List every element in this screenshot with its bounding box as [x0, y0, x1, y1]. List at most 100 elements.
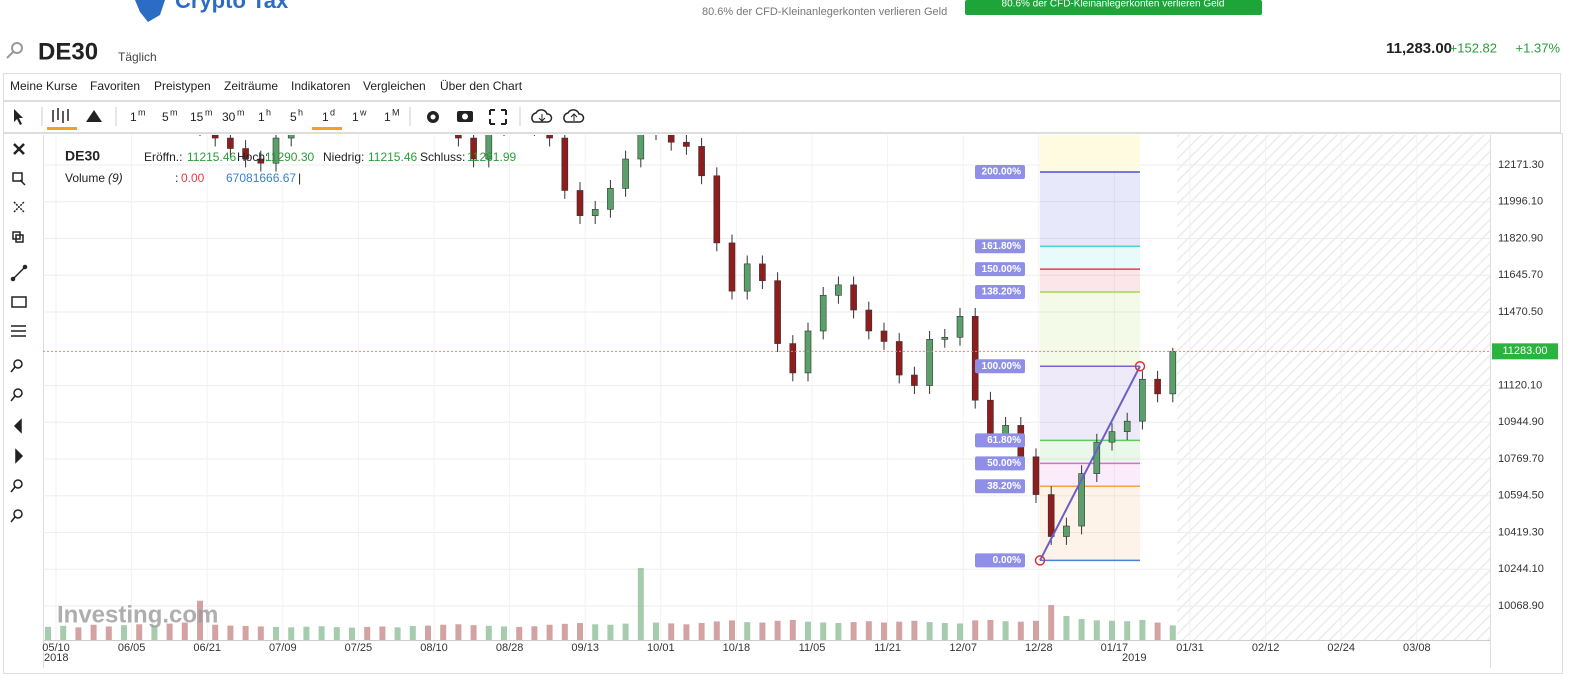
timeframe[interactable]: 5 [162, 110, 169, 124]
volume-bar [698, 622, 705, 640]
timeframe-unit[interactable]: d [330, 107, 335, 117]
volume-bar [561, 623, 568, 640]
timeframe[interactable]: 1 [130, 110, 137, 124]
candle-body [1169, 351, 1177, 395]
menu-item[interactable]: Über den Chart [440, 79, 523, 93]
candle-body [835, 284, 842, 296]
symbol: DE30 [38, 38, 98, 65]
volume-bar [622, 623, 629, 640]
x-tick-label: 11/21 [874, 642, 901, 654]
volume-bar [972, 620, 979, 640]
volume-bar [607, 624, 614, 640]
y-tick-label: 12171.30 [1498, 159, 1544, 171]
price: 11,283.00 [1386, 40, 1452, 57]
candle-body [91, 23, 97, 33]
candle-body [759, 263, 766, 281]
last-price-box [1492, 343, 1558, 360]
legend-symbol: DE30 [65, 148, 100, 164]
x-tick-label: 12/07 [949, 642, 977, 654]
timeframe-unit[interactable]: M [392, 107, 400, 117]
menu-item[interactable]: Meine Kurse [10, 79, 78, 93]
fib-label-box [975, 553, 1025, 568]
timeframe-unit[interactable]: m [205, 107, 213, 117]
volume-bar [227, 625, 234, 640]
fib-label-box [975, 285, 1025, 300]
candle-body [1123, 420, 1131, 432]
candle-body [455, 135, 462, 139]
legend-value: 11290.30 [265, 150, 314, 164]
y-tick-label: 11645.70 [1498, 269, 1543, 281]
candle-body [911, 374, 918, 386]
candle-body [804, 330, 812, 374]
candle-body [683, 141, 690, 147]
legend-value: 11215.46 [187, 150, 236, 164]
drawing-tools[interactable] [10, 143, 28, 523]
timeframe[interactable]: 5 [290, 110, 297, 124]
fib-label-box [975, 456, 1025, 471]
volume-bar [1002, 621, 1009, 640]
candle-body [287, 135, 295, 139]
x-tick-label: 05/10 [42, 642, 70, 654]
x-tick-label: 01/31 [1176, 642, 1204, 654]
timeframe[interactable]: 30 [222, 110, 236, 124]
volume-bar [1169, 625, 1176, 640]
volume-bar [333, 627, 340, 640]
volume-bar [455, 624, 462, 640]
candles [91, 23, 1177, 545]
legend-label: Schluss: [420, 150, 465, 164]
x-tick-label: 02/24 [1327, 642, 1355, 654]
risk-button-text[interactable]: 80.6% der CFD-Kleinanlegerkonten verlier… [1002, 0, 1225, 10]
x-tick-label: 10/01 [647, 642, 675, 654]
candle-body [211, 135, 219, 139]
timeframe[interactable]: 1 [322, 110, 329, 124]
volume-bar [729, 620, 735, 640]
timeframe-unit[interactable]: m [170, 107, 178, 117]
volume-bar [653, 622, 659, 640]
fib-band [1040, 172, 1140, 247]
candle-body [485, 135, 493, 160]
volume-bar [364, 626, 371, 640]
timeframe[interactable]: 1 [384, 110, 391, 124]
fib-label-box [975, 165, 1025, 180]
timeframe[interactable]: 1 [352, 110, 359, 124]
search-icon[interactable] [6, 42, 23, 59]
volume-bar [257, 626, 264, 640]
fib-trendline [1039, 365, 1141, 561]
fib-label-box [975, 359, 1025, 374]
timeframe-unit[interactable]: m [237, 107, 245, 117]
volume-bar [349, 627, 355, 640]
menu-item[interactable]: Favoriten [90, 79, 140, 93]
timeframe-unit[interactable]: m [138, 107, 146, 117]
volume-bar [926, 622, 933, 640]
fib-band [1040, 292, 1140, 367]
volume-bar [577, 622, 583, 640]
fib-handle[interactable] [1034, 555, 1046, 566]
candle-body [850, 284, 857, 311]
legend: DE30 Eröffn.: 11215.46 Hoch: 11290.30 Ni… [65, 148, 516, 185]
volume-bar [911, 620, 918, 640]
risk-button[interactable] [965, 0, 1262, 15]
legend-value: 67081666.67 [226, 171, 296, 185]
menu-item[interactable]: Zeiträume [224, 79, 278, 93]
timeframe[interactable]: 15 [190, 110, 204, 124]
fib-band [1040, 440, 1140, 464]
fib-label: 200.00% [982, 167, 1022, 178]
menu-item[interactable]: Vergleichen [363, 79, 426, 93]
toolbar-icons[interactable] [14, 107, 585, 130]
fib-label: 0.00% [993, 555, 1021, 566]
fib-label: 161.80% [982, 241, 1022, 252]
fib-handle[interactable] [1134, 360, 1146, 372]
legend-value: 0.00 [181, 171, 205, 185]
candle-body [956, 316, 964, 338]
timeframe-unit[interactable]: w [359, 107, 367, 117]
timeframe-unit[interactable]: h [298, 107, 303, 117]
legend-label: | [298, 171, 301, 185]
timeframe[interactable]: 1 [258, 110, 265, 124]
y-tick-label: 10068.90 [1498, 600, 1544, 612]
timeframe-unit[interactable]: h [266, 107, 271, 117]
future-area [1177, 135, 1490, 640]
menu-item[interactable]: Preistypen [154, 79, 211, 93]
candle-body [1032, 456, 1040, 495]
menu-item[interactable]: Indikatoren [291, 79, 350, 93]
